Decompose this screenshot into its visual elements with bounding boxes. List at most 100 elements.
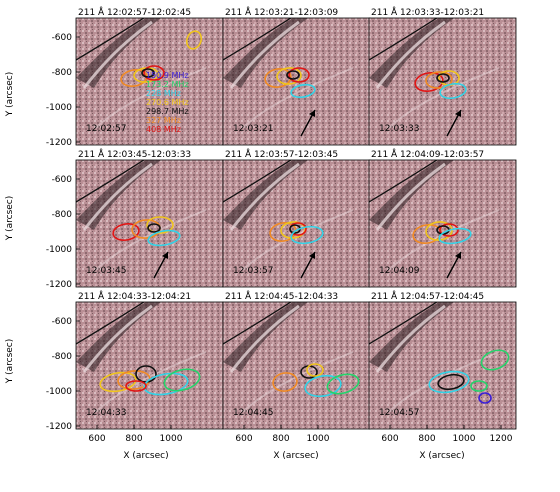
bright-structure (82, 304, 153, 373)
difference-image (369, 302, 516, 429)
x-tick-label: 800 (272, 434, 289, 444)
bright-structure (375, 20, 446, 89)
x-axis-label-col3: X (arcsec) (419, 451, 464, 461)
y-tick-label: -1000 (46, 103, 72, 113)
panel-title: 211 Å 12:04:45-12:04:33 (225, 290, 338, 302)
arrow-head (309, 110, 315, 117)
difference-image (223, 302, 370, 429)
panel-7: 211 Å 12:04:33-12:04:21 12:04:33 -600 -800 -… (46, 290, 224, 444)
arrow-head (455, 110, 461, 117)
radio-contour (280, 221, 306, 239)
y-axis-label-row2: Y (arcsec) (5, 196, 15, 242)
x-axis-label-col1: X (arcsec) (123, 451, 168, 461)
radio-contour (438, 227, 472, 245)
panel-4: 211 Å 12:03:45-12:03:33 12:03:45 -600 -800 -… (46, 148, 224, 290)
legend-entry: 327 MHz (146, 116, 181, 125)
solar-limb (223, 18, 293, 61)
y-tick-label: -600 (52, 175, 73, 185)
x-tick-label: 600 (381, 434, 398, 444)
x-tick-label: 1000 (307, 434, 330, 444)
legend-entry: 228 MHz (146, 89, 181, 98)
panel-title: 211 Å 12:03:21-12:03:09 (225, 6, 338, 18)
x-tick-label: 600 (88, 434, 105, 444)
x-tick-label: 800 (418, 434, 435, 444)
panel-frame (368, 159, 517, 288)
time-label: 12:03:21 (233, 124, 273, 134)
radio-contour (478, 392, 492, 404)
radio-contour (120, 69, 148, 87)
panel-title: 211 Å 12:04:09-12:03:57 (371, 148, 484, 160)
panel-title: 211 Å 12:03:45-12:03:33 (78, 148, 191, 160)
wave-front (388, 67, 500, 129)
solar-limb (223, 160, 293, 203)
time-label: 12:04:33 (86, 408, 126, 418)
legend-entry: 298.7 MHz (146, 107, 189, 116)
panel-6: 211 Å 12:04:09-12:03:57 12:04:09 (368, 148, 517, 288)
radio-contour (141, 68, 155, 78)
radio-contour (185, 30, 203, 50)
radio-contour (99, 371, 137, 393)
y-axis-label-row1: Y (arcsec) (5, 72, 15, 118)
difference-image (76, 160, 223, 287)
y-tick-label: -800 (52, 68, 73, 78)
radio-contour (304, 374, 342, 398)
difference-image (369, 160, 516, 287)
bright-structure (82, 162, 153, 231)
time-label: 12:03:45 (86, 266, 126, 276)
radio-contour (286, 70, 300, 80)
bright-structure (229, 20, 300, 89)
solar-limb (76, 160, 146, 203)
legend-entry: 408 MHz (146, 125, 181, 134)
arrow-head (162, 252, 168, 259)
legend-entry: 150.9 MHz (146, 71, 189, 80)
radio-contour (112, 223, 140, 241)
panel-grid: 211 Å 12:02:57-12:02:45 12:02:57 -600 -800 -… (46, 6, 517, 444)
y-tick-label: -600 (52, 33, 73, 43)
radio-contour (439, 82, 467, 100)
radio-contour (425, 71, 453, 89)
solar-limb (369, 302, 439, 345)
radio-contour (306, 363, 324, 377)
solar-limb (76, 302, 146, 345)
radio-contour (125, 380, 147, 392)
radio-contour (269, 222, 297, 242)
radio-contour (288, 67, 310, 83)
legend-entry: 173.2 MHz (146, 80, 189, 89)
panel-3: 211 Å 12:03:33-12:03:21 12:03:33 (368, 6, 517, 146)
y-tick-label: -600 (52, 317, 73, 327)
x-axis-label-col2: X (arcsec) (273, 451, 318, 461)
radio-contour (439, 223, 459, 237)
y-tick-label: -1200 (46, 138, 72, 148)
time-label: 12:02:57 (86, 124, 126, 134)
radio-contour (276, 67, 302, 85)
y-tick-label: -1200 (46, 280, 72, 290)
panel-frame (368, 17, 517, 146)
panel-1: 211 Å 12:02:57-12:02:45 12:02:57 -600 -800 -… (46, 6, 224, 148)
radio-contour (428, 370, 470, 394)
panel-title: 211 Å 12:04:57-12:04:45 (371, 290, 484, 302)
arrow-head (309, 252, 315, 259)
radio-contour (290, 225, 324, 245)
solar-limb (369, 18, 439, 61)
radio-contour (146, 216, 174, 234)
bright-structure (375, 304, 446, 373)
radio-contour (470, 380, 488, 392)
solar-limb (369, 160, 439, 203)
panel-title: 211 Å 12:02:57-12:02:45 (78, 6, 191, 18)
radio-contour (414, 72, 444, 92)
panel-9: 211 Å 12:04:57-12:04:45 12:04:57 600 800 100… (368, 290, 517, 444)
radio-contour (436, 73, 450, 83)
radio-contour (133, 67, 159, 83)
x-tick-label: 1200 (490, 434, 513, 444)
y-tick-label: -1200 (46, 422, 72, 432)
x-tick-label: 1000 (453, 434, 476, 444)
bright-structure (375, 162, 446, 231)
solar-limb (223, 302, 293, 345)
wave-front (242, 351, 354, 413)
time-label: 12:03:57 (233, 266, 273, 276)
panel-8: 211 Å 12:04:45-12:04:33 12:04:45 600 800 100… (222, 290, 371, 444)
panel-frame (368, 301, 517, 430)
x-tick-label: 800 (125, 434, 142, 444)
y-axis-label-row3: Y (arcsec) (5, 339, 15, 385)
